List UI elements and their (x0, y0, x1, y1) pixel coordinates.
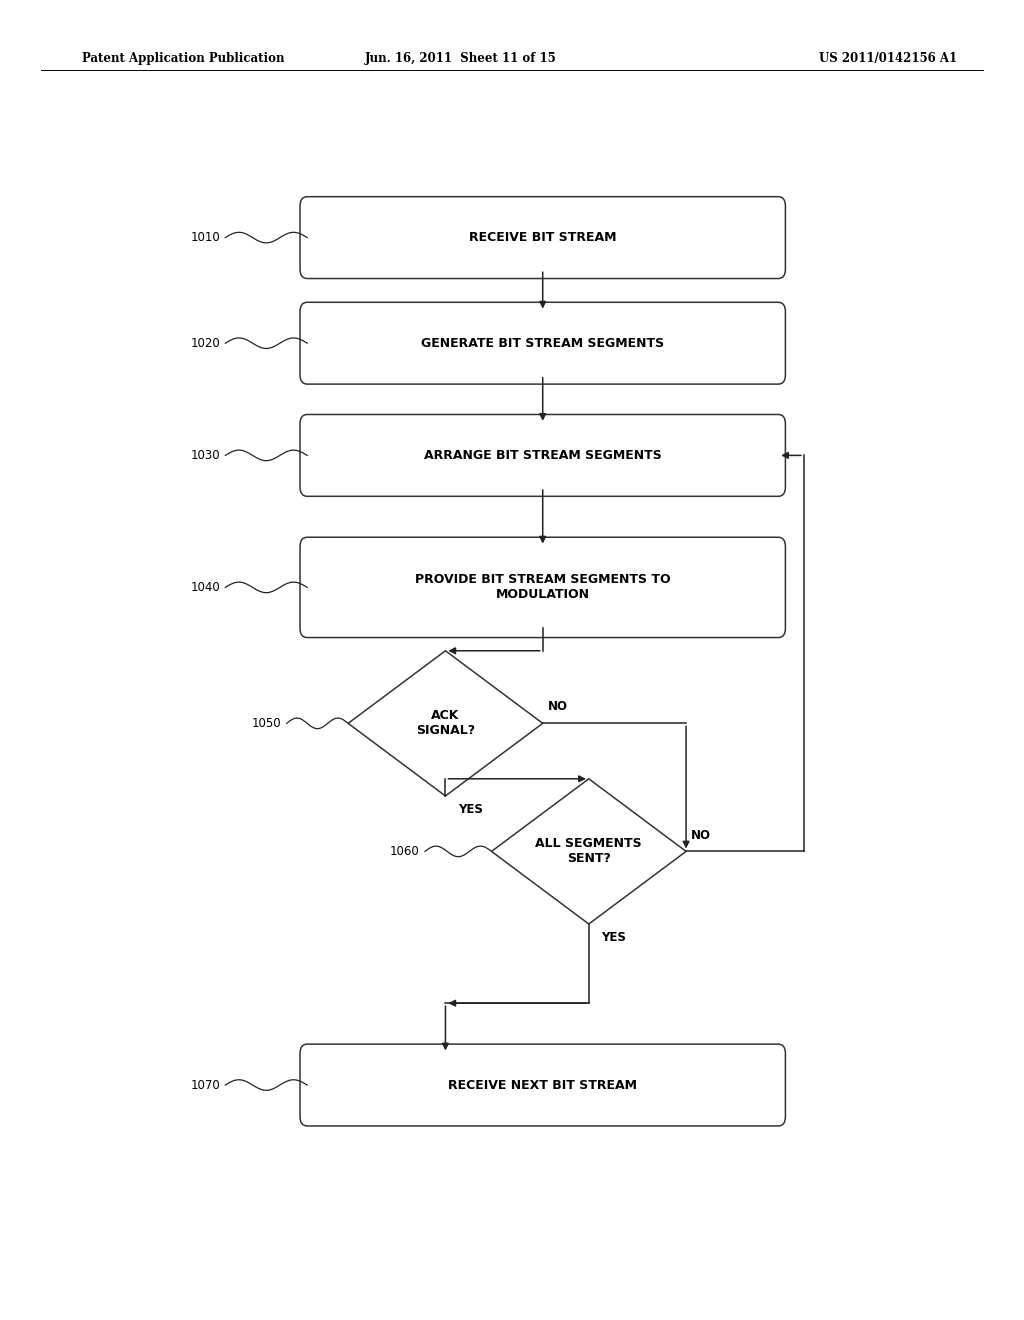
Text: YES: YES (601, 931, 626, 944)
Text: GENERATE BIT STREAM SEGMENTS: GENERATE BIT STREAM SEGMENTS (421, 337, 665, 350)
Text: 1060: 1060 (390, 845, 420, 858)
Text: ACK
SIGNAL?: ACK SIGNAL? (416, 709, 475, 738)
Text: NO: NO (691, 829, 712, 842)
Text: 1040: 1040 (190, 581, 220, 594)
Text: Patent Application Publication: Patent Application Publication (82, 51, 285, 65)
Text: ARRANGE BIT STREAM SEGMENTS: ARRANGE BIT STREAM SEGMENTS (424, 449, 662, 462)
Text: PROVIDE BIT STREAM SEGMENTS TO
MODULATION: PROVIDE BIT STREAM SEGMENTS TO MODULATIO… (415, 573, 671, 602)
Text: 1050: 1050 (252, 717, 282, 730)
Polygon shape (492, 779, 686, 924)
Text: Jun. 16, 2011  Sheet 11 of 15: Jun. 16, 2011 Sheet 11 of 15 (365, 51, 557, 65)
Text: NO: NO (548, 700, 568, 713)
FancyBboxPatch shape (300, 414, 785, 496)
FancyBboxPatch shape (300, 1044, 785, 1126)
FancyBboxPatch shape (300, 302, 785, 384)
Text: YES: YES (458, 803, 482, 816)
Text: 1010: 1010 (190, 231, 220, 244)
Text: 1030: 1030 (190, 449, 220, 462)
Text: RECEIVE BIT STREAM: RECEIVE BIT STREAM (469, 231, 616, 244)
FancyBboxPatch shape (300, 537, 785, 638)
Text: 1070: 1070 (190, 1078, 220, 1092)
Text: US 2011/0142156 A1: US 2011/0142156 A1 (819, 51, 957, 65)
FancyBboxPatch shape (300, 197, 785, 279)
Text: ALL SEGMENTS
SENT?: ALL SEGMENTS SENT? (536, 837, 642, 866)
Text: RECEIVE NEXT BIT STREAM: RECEIVE NEXT BIT STREAM (449, 1078, 637, 1092)
Polygon shape (348, 651, 543, 796)
Text: 1020: 1020 (190, 337, 220, 350)
